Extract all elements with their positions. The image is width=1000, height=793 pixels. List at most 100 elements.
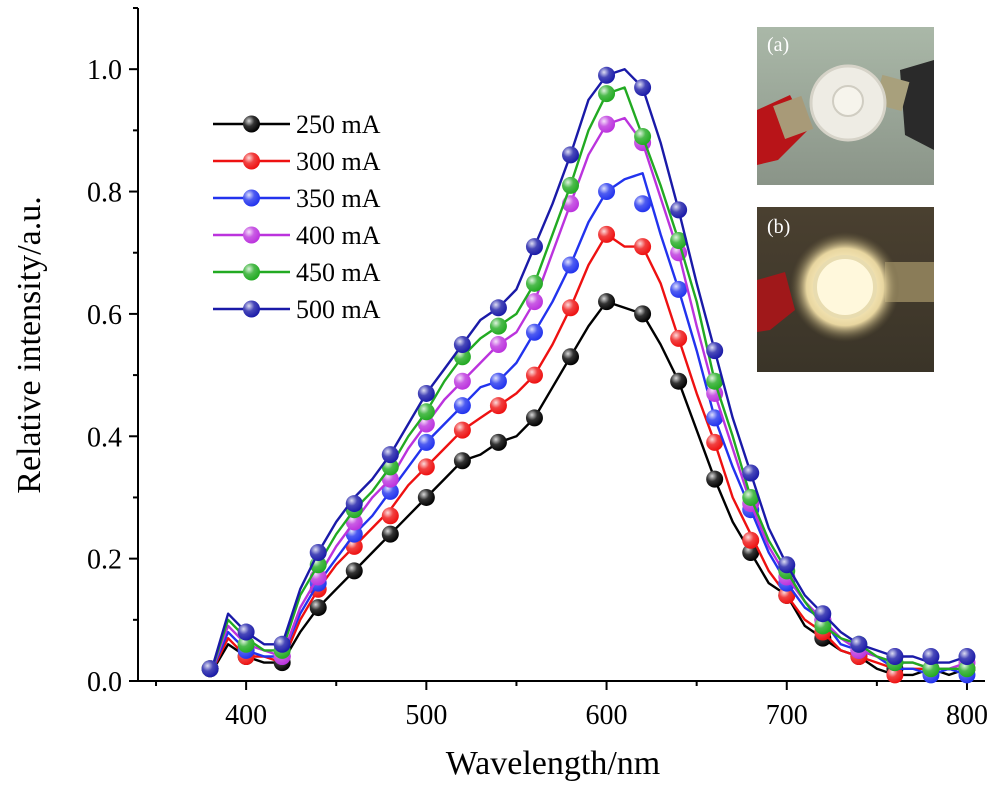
data-point: [598, 225, 616, 243]
data-point: [958, 660, 976, 678]
legend-item: 350 mA: [213, 184, 381, 213]
data-point: [237, 635, 255, 653]
legend-item: 450 mA: [213, 258, 381, 287]
legend-marker: [243, 226, 260, 244]
data-point: [562, 299, 580, 317]
data-point: [201, 660, 219, 678]
data-point: [453, 336, 471, 353]
data-point: [706, 433, 724, 451]
legend-label: 450 mA: [296, 258, 381, 287]
data-point: [598, 85, 616, 103]
data-point: [598, 66, 616, 84]
data-point: [958, 648, 976, 666]
data-point: [345, 513, 363, 531]
x-tick-label: 500: [405, 700, 447, 731]
legend-item: 500 mA: [213, 295, 381, 324]
x-tick-label: 600: [586, 700, 628, 731]
data-point: [237, 623, 255, 641]
y-axis-title: Relative intensity/a.u.: [11, 196, 48, 493]
y-tick-label: 0.4: [87, 422, 122, 453]
data-point: [417, 403, 435, 421]
data-point: [453, 348, 471, 366]
data-point: [562, 146, 580, 164]
data-point: [381, 525, 399, 543]
data-point: [345, 495, 363, 513]
data-point: [489, 336, 507, 353]
data-point: [706, 470, 724, 488]
red-clip-left-b: [757, 272, 795, 332]
data-point: [706, 342, 724, 360]
legend-label: 250 mA: [296, 110, 381, 139]
data-point: [417, 488, 435, 506]
x-axis-title: Wavelength/nm: [446, 745, 660, 782]
y-tick-label: 0.8: [87, 178, 122, 209]
data-point: [525, 366, 543, 384]
inset-label-b: (b): [767, 216, 790, 238]
series-line: [208, 67, 968, 676]
data-point: [814, 605, 832, 623]
x-tick-label: 800: [946, 700, 988, 731]
data-point: [670, 329, 688, 347]
axes: [137, 8, 985, 682]
data-point: [417, 384, 435, 402]
data-point: [562, 348, 580, 366]
data-point: [598, 183, 616, 201]
inset-label-a: (a): [767, 34, 789, 56]
data-point: [814, 617, 832, 635]
data-point: [453, 452, 471, 470]
data-point: [345, 537, 363, 555]
data-point: [489, 433, 507, 451]
inset-photo-a: (a): [757, 27, 934, 185]
data-point: [381, 470, 399, 488]
data-point: [525, 274, 543, 292]
data-point: [670, 280, 688, 298]
data-point: [489, 317, 507, 335]
data-point: [634, 127, 652, 145]
legend: 250 mA 300 mA 350 mA 400 mA 450 mA 500 mA: [213, 110, 381, 324]
y-tick-label: 1.0: [87, 55, 122, 86]
legend-label: 300 mA: [296, 147, 381, 176]
led-lens-off: [832, 85, 864, 117]
legend-marker: [243, 152, 260, 170]
data-point: [525, 238, 543, 256]
data-point: [706, 409, 724, 427]
data-point: [453, 397, 471, 415]
data-point: [345, 562, 363, 580]
x-tick-label: 700: [766, 700, 808, 731]
data-point: [922, 660, 940, 678]
data-point: [598, 115, 616, 133]
data-point: [489, 299, 507, 317]
data-point: [562, 256, 580, 274]
data-point: [417, 458, 435, 476]
data-point: [381, 507, 399, 525]
data-point: [742, 464, 760, 482]
series-line: [208, 171, 968, 677]
data-point: [670, 372, 688, 390]
data-point: [562, 176, 580, 194]
legend-item: 250 mA: [213, 110, 381, 139]
y-tick-label: 0.0: [87, 667, 122, 698]
series-line: [208, 86, 967, 676]
legend-label: 400 mA: [296, 221, 381, 250]
data-point: [381, 482, 399, 500]
data-point: [525, 323, 543, 341]
inset-photo-b: (b): [757, 207, 934, 372]
led-body-on: [813, 255, 877, 319]
data-point: [489, 397, 507, 415]
legend-item: 300 mA: [213, 147, 381, 176]
y-tick-label: 0.2: [87, 545, 122, 576]
data-point: [453, 421, 471, 439]
data-point: [634, 305, 652, 323]
data-point: [922, 648, 940, 666]
series-line: [209, 233, 967, 676]
data-point: [670, 231, 688, 249]
legend-marker: [243, 263, 260, 281]
data-point: [417, 433, 435, 451]
x-tick-label: 400: [225, 700, 267, 731]
data-point: [742, 544, 760, 562]
data-point: [742, 488, 760, 506]
data-point: [381, 458, 399, 476]
data-point: [381, 446, 399, 464]
data-point: [453, 372, 471, 390]
